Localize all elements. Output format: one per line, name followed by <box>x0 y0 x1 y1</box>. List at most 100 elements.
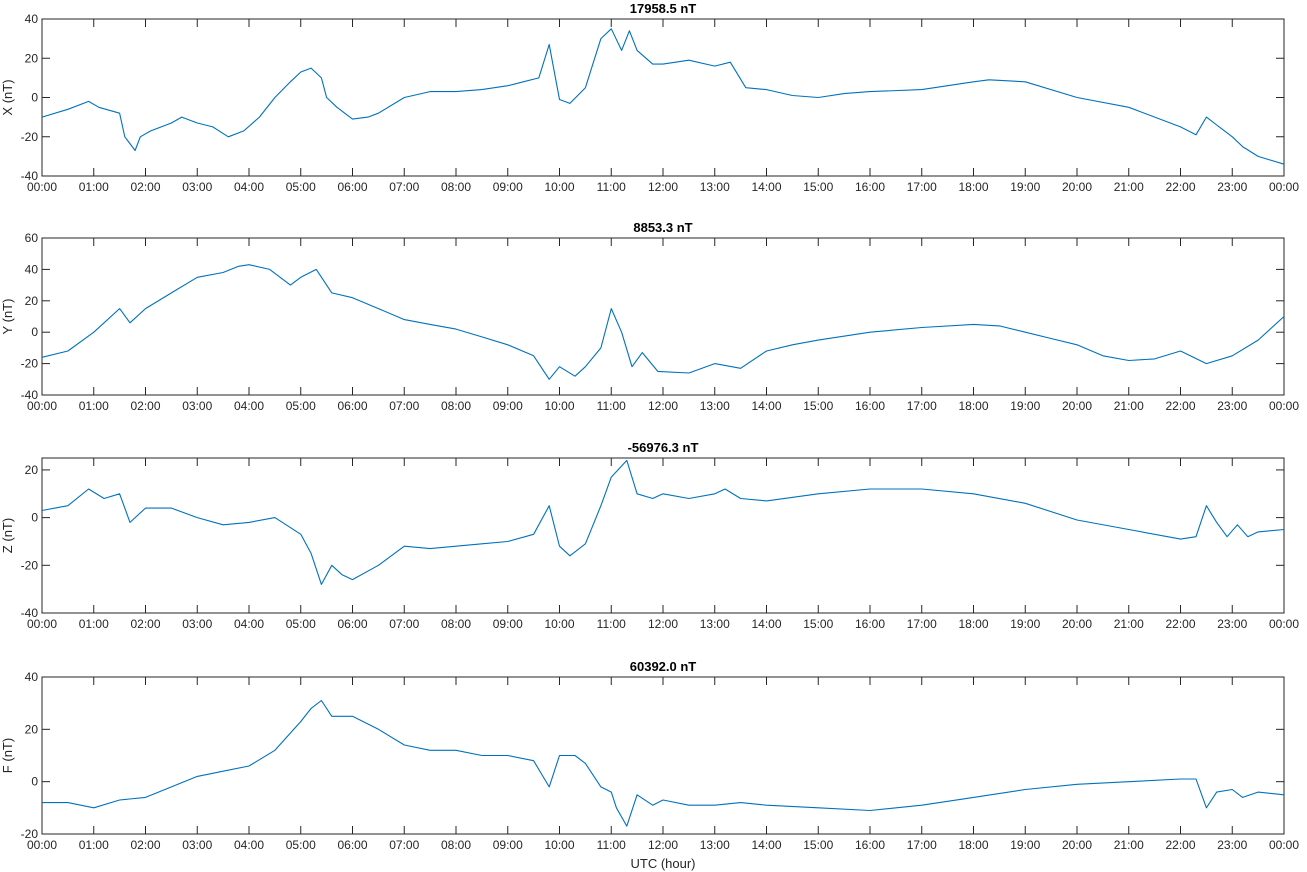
x-tick-label: 12:00 <box>648 838 678 852</box>
x-tick-label: 06:00 <box>337 399 367 413</box>
x-tick-label: 18:00 <box>958 399 988 413</box>
y-tick-label: 0 <box>31 511 38 525</box>
x-tick-label: 12:00 <box>648 399 678 413</box>
x-tick-label: 18:00 <box>958 838 988 852</box>
x-tick-label: 20:00 <box>1062 399 1092 413</box>
x-tick-label: 10:00 <box>544 399 574 413</box>
y-tick-label: 40 <box>25 12 39 26</box>
x-tick-label: 21:00 <box>1114 617 1144 631</box>
x-tick-label: 00:00 <box>27 838 57 852</box>
x-tick-label: 06:00 <box>337 838 367 852</box>
x-tick-label: 08:00 <box>441 180 471 194</box>
y-tick-label: -40 <box>21 169 39 183</box>
x-tick-label: 11:00 <box>597 399 626 413</box>
x-tick-label: 02:00 <box>130 180 160 194</box>
x-tick-label: 06:00 <box>337 617 367 631</box>
x-tick-label: 08:00 <box>441 617 471 631</box>
x-tick-label: 05:00 <box>286 399 316 413</box>
x-tick-label: 07:00 <box>389 399 419 413</box>
chart-panel-3: 00:00 01:00 02:00 03:00 04:00 05:00 06:00 07:00… <box>0 440 1299 631</box>
x-tick-label: 14:00 <box>751 399 781 413</box>
y-axis-label: Y (nT) <box>0 299 15 335</box>
x-tick-label: 16:00 <box>855 838 885 852</box>
y-tick-label: -20 <box>21 827 39 841</box>
x-tick-label: 00:00 <box>27 399 57 413</box>
y-tick-label: 0 <box>31 775 38 789</box>
y-tick-label: -20 <box>21 357 39 371</box>
x-tick-label: 01:00 <box>79 399 109 413</box>
x-tick-label: 03:00 <box>182 180 212 194</box>
panel-title: 17958.5 nT <box>630 1 697 16</box>
x-tick-label: 15:00 <box>803 617 833 631</box>
x-tick-label: 07:00 <box>389 838 419 852</box>
x-tick-label: 12:00 <box>648 180 678 194</box>
x-tick-label: 09:00 <box>493 399 523 413</box>
y-axis-label: F (nT) <box>0 738 15 773</box>
x-tick-label: 08:00 <box>441 399 471 413</box>
x-tick-label: 02:00 <box>130 399 160 413</box>
x-tick-label: 01:00 <box>79 617 109 631</box>
x-tick-label: 11:00 <box>597 838 626 852</box>
x-tick-label: 23:00 <box>1217 180 1247 194</box>
x-tick-label: 01:00 <box>79 180 109 194</box>
x-tick-label: 01:00 <box>79 838 109 852</box>
y-axis-label: X (nT) <box>0 79 15 115</box>
x-tick-label: 13:00 <box>700 399 730 413</box>
x-tick-label: 21:00 <box>1114 838 1144 852</box>
x-tick-label: 05:00 <box>286 617 316 631</box>
x-tick-label: 03:00 <box>182 617 212 631</box>
x-tick-label: 15:00 <box>803 838 833 852</box>
x-tick-label: 11:00 <box>597 180 626 194</box>
series-line <box>42 699 1285 827</box>
x-tick-label: 19:00 <box>1010 399 1040 413</box>
x-tick-label: 07:00 <box>389 180 419 194</box>
y-axis-label: Z (nT) <box>0 518 15 553</box>
x-tick-label: 13:00 <box>700 180 730 194</box>
x-tick-label: 09:00 <box>493 838 523 852</box>
y-tick-label: 0 <box>31 91 38 105</box>
x-tick-label: 10:00 <box>544 180 574 194</box>
x-tick-label: 16:00 <box>855 399 885 413</box>
x-tick-label: 04:00 <box>234 838 264 852</box>
x-tick-label: 05:00 <box>286 838 316 852</box>
x-tick-label: 00:00 <box>1269 838 1299 852</box>
x-tick-label: 10:00 <box>544 617 574 631</box>
x-tick-label: 10:00 <box>544 838 574 852</box>
x-tick-label: 17:00 <box>907 838 937 852</box>
y-tick-label: 20 <box>25 463 39 477</box>
x-tick-label: 22:00 <box>1165 838 1195 852</box>
y-tick-label: 0 <box>31 325 38 339</box>
x-tick-label: 18:00 <box>958 617 988 631</box>
x-tick-label: 21:00 <box>1114 399 1144 413</box>
panel-title: 60392.0 nT <box>630 659 697 674</box>
x-tick-label: 05:00 <box>286 180 316 194</box>
x-tick-label: 22:00 <box>1165 399 1195 413</box>
x-tick-label: 20:00 <box>1062 838 1092 852</box>
x-tick-label: 00:00 <box>1269 399 1299 413</box>
y-tick-label: 40 <box>25 670 39 684</box>
x-tick-label: 09:00 <box>493 617 523 631</box>
x-tick-label: 14:00 <box>751 617 781 631</box>
x-tick-label: 03:00 <box>182 838 212 852</box>
x-tick-label: 17:00 <box>907 399 937 413</box>
x-tick-label: 00:00 <box>1269 617 1299 631</box>
x-tick-label: 15:00 <box>803 399 833 413</box>
x-tick-label: 09:00 <box>493 180 523 194</box>
y-tick-label: -20 <box>21 130 39 144</box>
x-tick-label: 02:00 <box>130 838 160 852</box>
chart-panel-1: 00:00 01:00 02:00 03:00 04:00 05:00 06:00 07:00… <box>0 1 1299 194</box>
x-tick-label: 13:00 <box>700 617 730 631</box>
panel-title: 8853.3 nT <box>633 220 692 235</box>
x-tick-label: 07:00 <box>389 617 419 631</box>
x-tick-label: 00:00 <box>27 617 57 631</box>
x-tick-label: 16:00 <box>855 617 885 631</box>
series-line <box>41 264 1285 380</box>
x-tick-label: 16:00 <box>855 180 885 194</box>
axes-frame <box>41 676 1285 835</box>
x-tick-label: 19:00 <box>1010 617 1040 631</box>
x-tick-label: 19:00 <box>1010 180 1040 194</box>
axes-frame <box>41 18 1285 177</box>
x-tick-label: 00:00 <box>27 180 57 194</box>
y-tick-label: 60 <box>25 231 39 245</box>
x-tick-label: 22:00 <box>1165 617 1195 631</box>
